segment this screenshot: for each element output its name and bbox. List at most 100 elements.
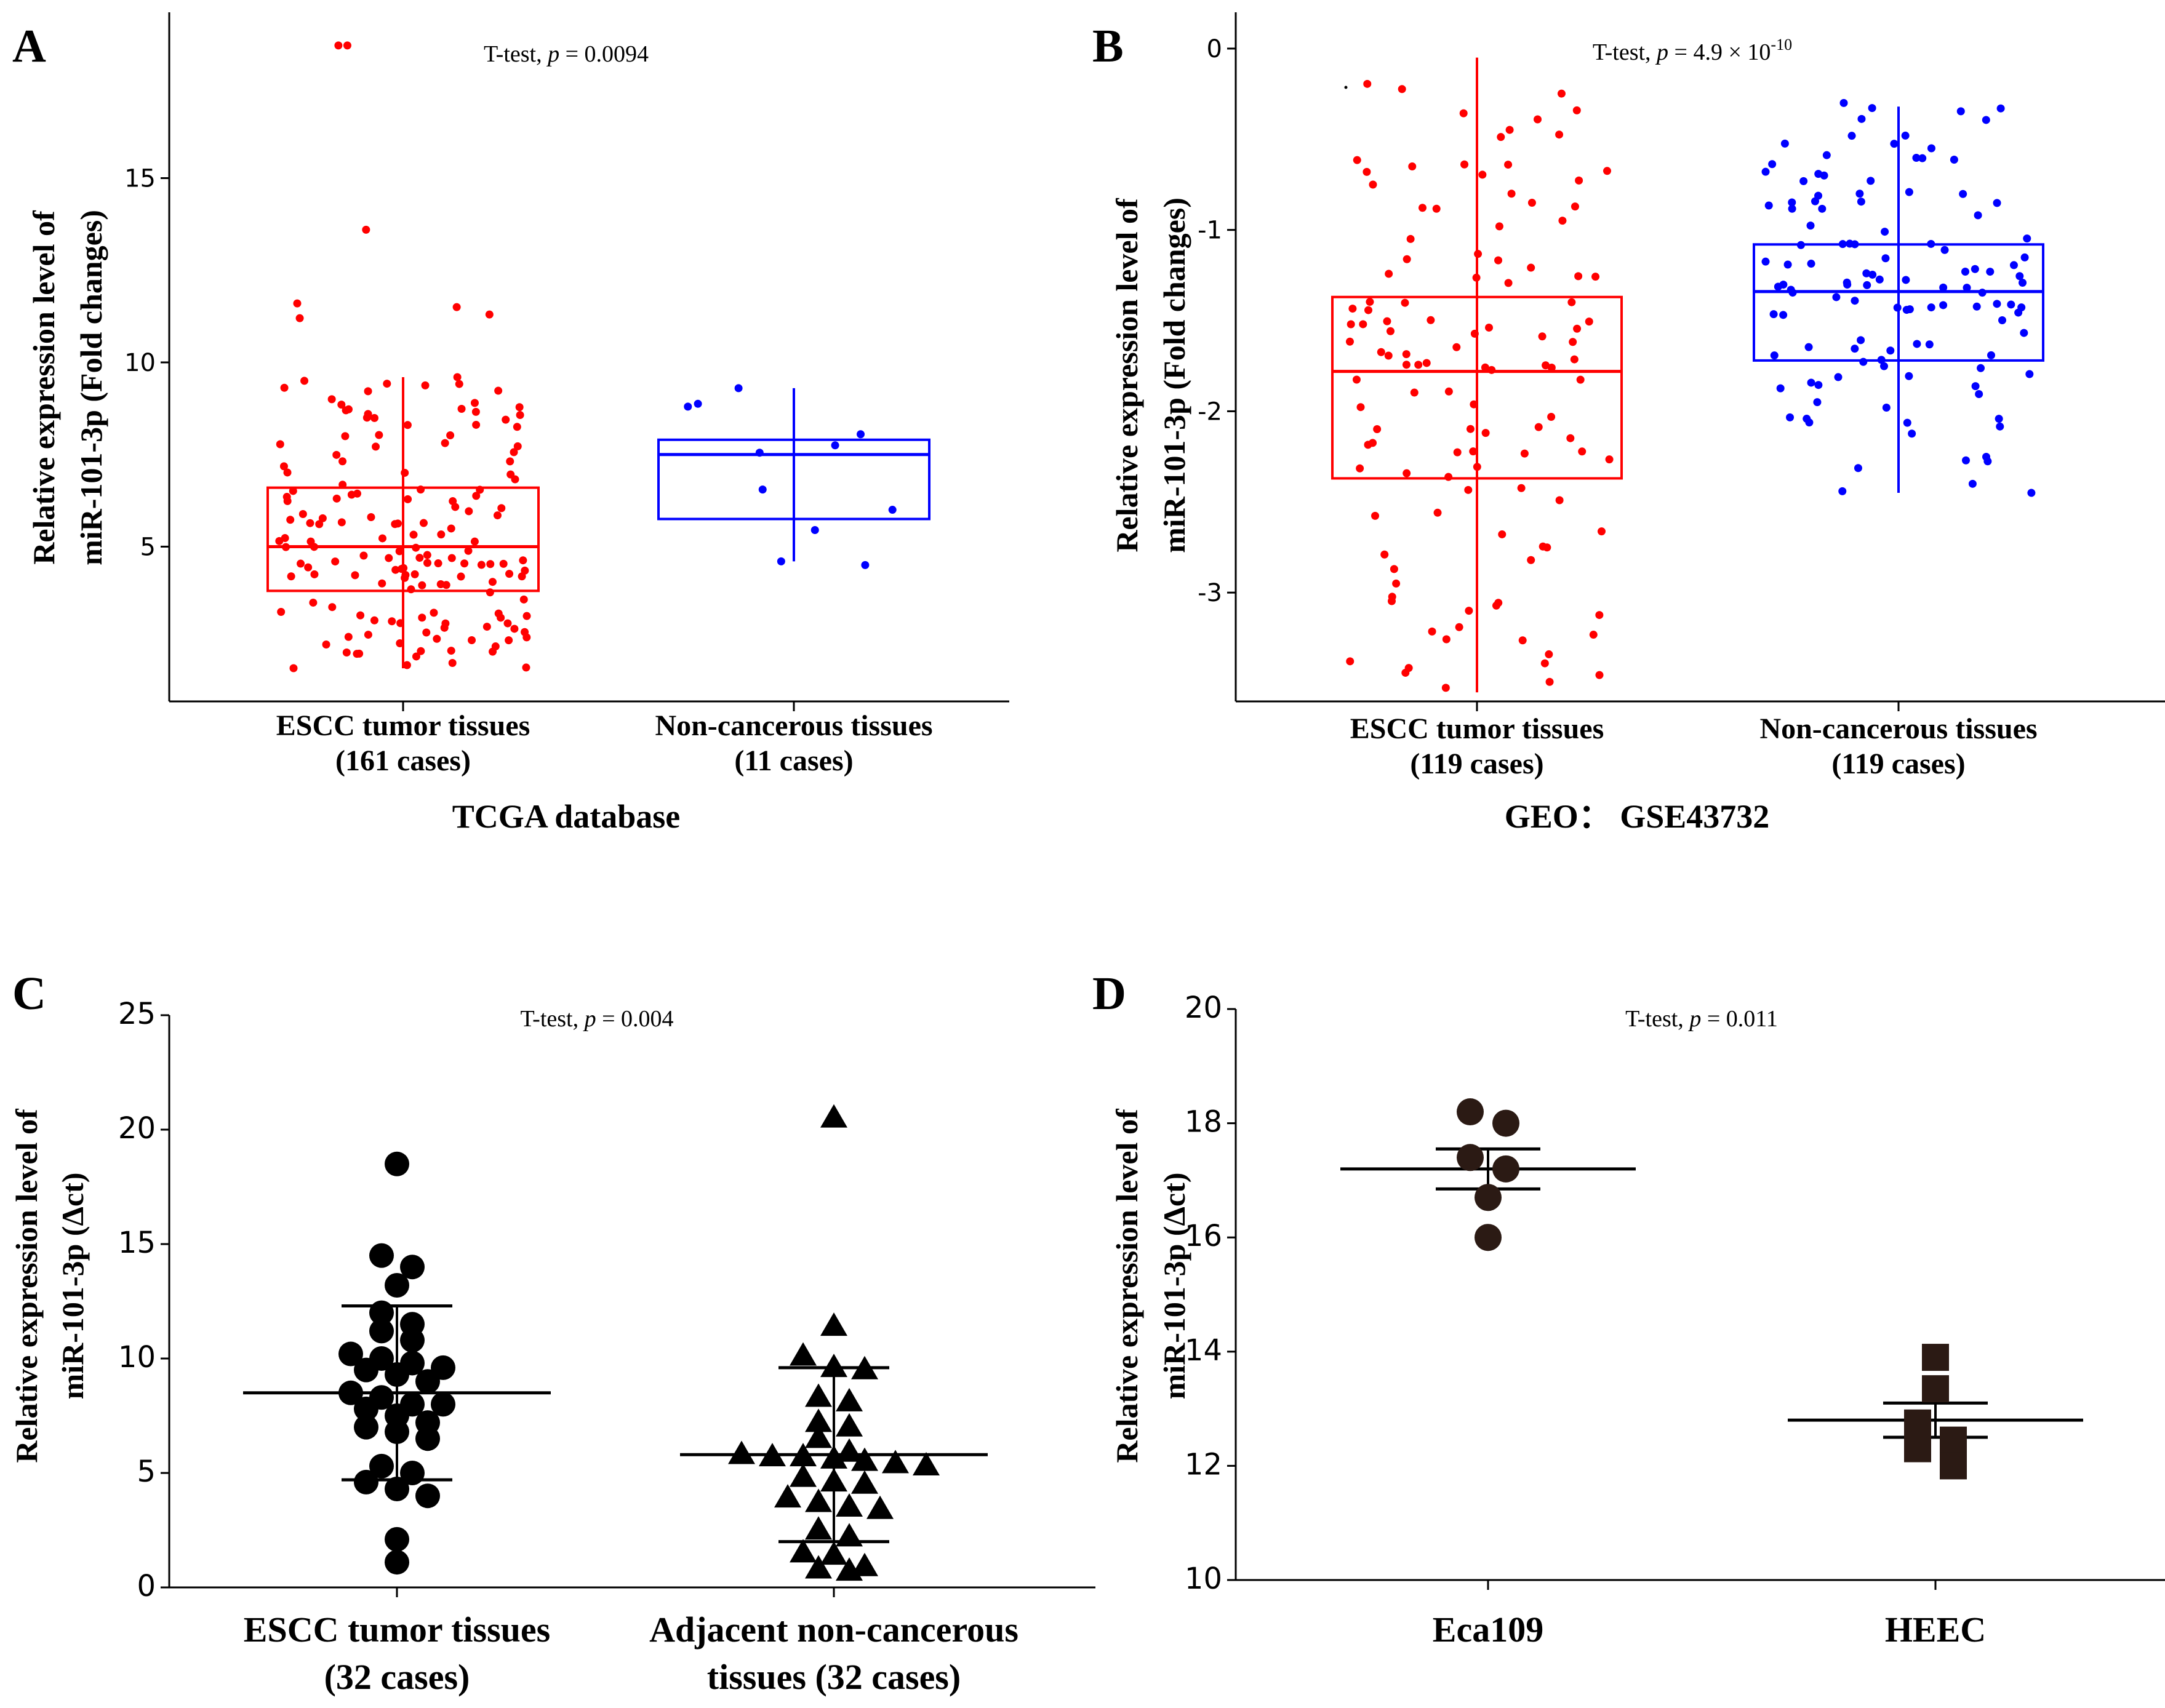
data-point [1452,343,1461,351]
data-point [370,616,378,625]
data-point [1403,469,1411,477]
data-point [1455,623,1463,631]
data-point [1595,671,1604,679]
marks-c [243,1104,988,1581]
data-point [734,384,743,393]
data-point [1788,198,1796,207]
y-tick-label: 18 [1185,1105,1222,1139]
data-point-triangle [836,1438,863,1462]
data-point [1761,167,1770,176]
y-tick-label: -3 [1198,579,1222,607]
data-point [1881,254,1890,263]
data-point-triangle [851,1470,878,1494]
data-point [1855,190,1864,198]
data-point [403,421,412,429]
data-point [309,598,318,607]
data-point [1369,180,1377,189]
data-point [468,636,476,645]
data-point [1996,422,2004,431]
data-point [1879,362,1888,370]
data-point [1363,79,1372,88]
data-point [1939,301,1948,309]
data-point [1498,530,1507,538]
data-point [519,556,527,565]
data-point [1851,297,1859,305]
data-point [1868,104,1876,113]
data-point-circle [369,1453,394,1479]
data-point [472,420,481,429]
data-point [1504,279,1513,287]
data-point [493,511,502,520]
data-point [1472,273,1481,282]
data-point [1422,359,1431,367]
data-point [1972,302,1981,311]
y-tick-label: 25 [118,997,156,1031]
data-point [464,546,473,555]
marks-a [266,41,930,672]
data-point [1867,177,1875,185]
data-point [322,640,330,649]
data-point [502,415,510,424]
stray-dot [1344,86,1348,89]
data-point [1470,329,1479,338]
data-point-triangle [836,1387,863,1411]
data-point [437,530,446,539]
data-point [1566,434,1575,442]
data-point [888,506,897,514]
data-point [1466,425,1475,433]
data-point [1986,268,1995,276]
data-point [506,470,515,479]
data-point [423,551,431,559]
data-point [1388,593,1396,601]
data-point [304,563,313,572]
data-point-triangle [805,1488,832,1512]
data-point [423,559,432,567]
data-point-triangle [790,1342,817,1366]
data-point [1414,361,1423,369]
data-point [1507,190,1516,198]
stat-text-c: T-test, p = 0.004 [520,1006,673,1032]
data-point [1380,550,1389,559]
data-point [1902,306,1911,314]
data-point [1442,635,1451,644]
data-point [2020,253,2029,261]
data-point [1982,116,1990,124]
data-point [1851,240,1859,249]
category-label-sub: (161 cases) [335,744,471,777]
data-point [1538,332,1547,341]
data-point [2025,370,2034,378]
data-point-circle [415,1483,440,1509]
data-point [452,303,461,311]
data-point [476,485,484,494]
data-point [1912,154,1921,162]
data-point [1881,228,1889,236]
data-point [1877,356,1886,364]
data-point [1347,320,1355,329]
data-point [1780,139,1789,148]
data-point [297,559,305,568]
data-point-triangle [851,1552,878,1576]
data-point [453,373,462,381]
data-point [372,442,380,451]
data-point [471,407,480,416]
data-point [755,449,764,457]
data-point [1859,357,1868,366]
data-point [1481,363,1489,372]
data-point [1542,361,1550,370]
y-axis-label-b-line1: Relative expression level of [1110,198,1144,553]
y-axis-label-c-line1: Relative expression level of [9,1108,44,1463]
data-point [409,530,418,539]
data-point [447,647,455,655]
category-label-sub: (119 cases) [1410,748,1543,780]
data-point [1857,114,1866,123]
data-point [831,441,839,450]
data-point [513,442,522,450]
data-point [279,462,288,471]
data-point [856,430,865,439]
data-point-circle [369,1243,394,1268]
data-point [401,468,409,477]
data-point [417,647,425,655]
data-point [506,457,514,466]
data-point-square [1940,1452,1967,1480]
data-point-circle [400,1328,425,1353]
